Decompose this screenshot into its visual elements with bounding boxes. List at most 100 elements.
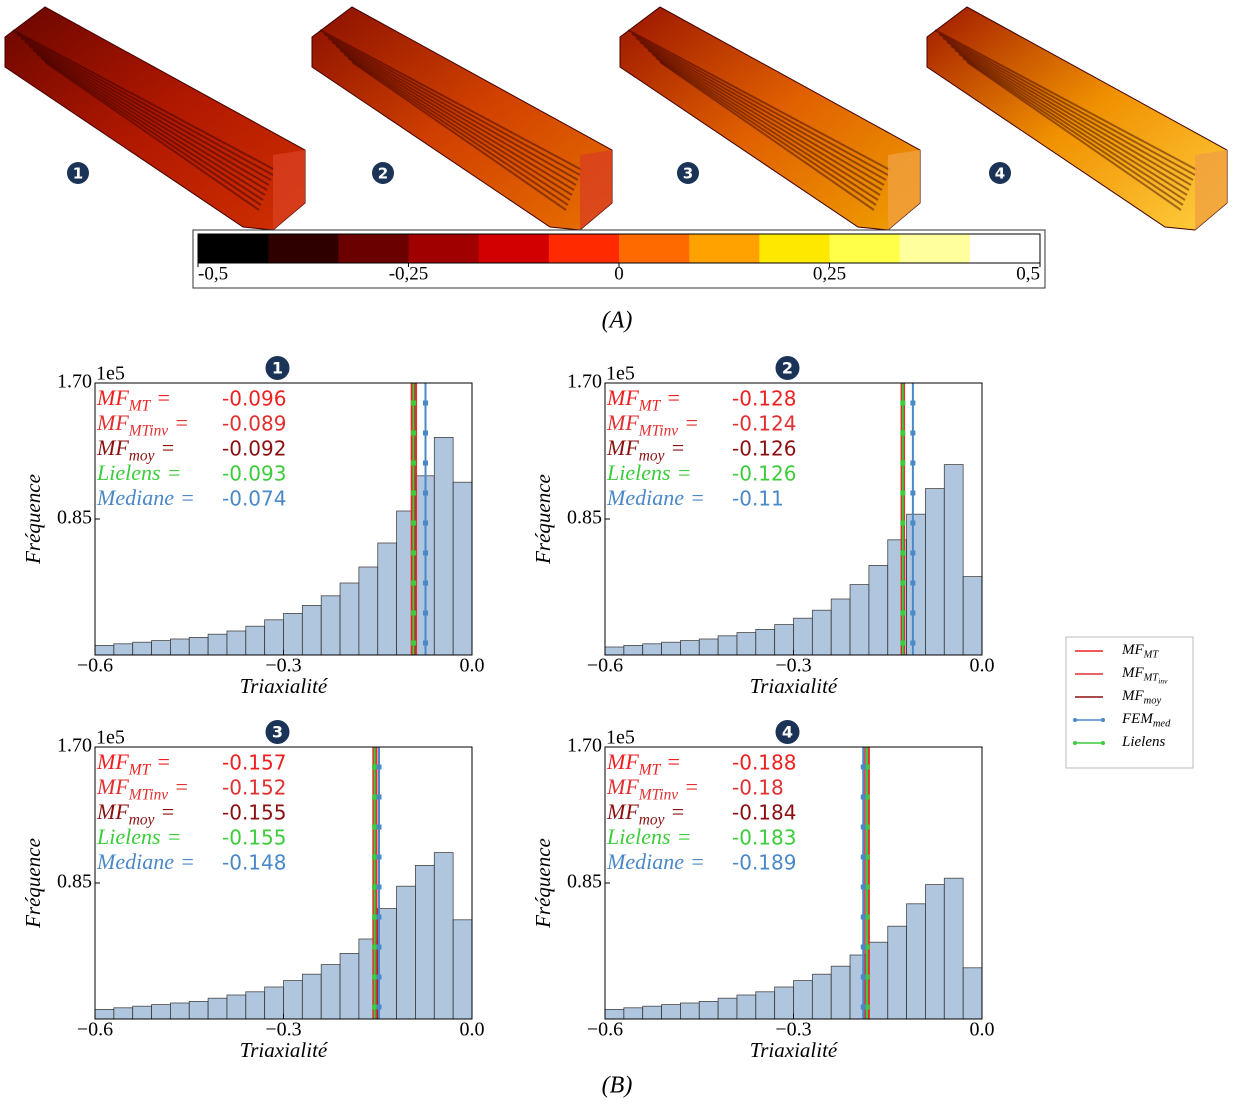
label-name: Lielens [96, 824, 161, 849]
annotation-label: MFMTinv = [96, 410, 189, 439]
reference-marker [376, 974, 382, 980]
badge-label: 4 [782, 723, 793, 742]
label-name: MF [96, 774, 129, 799]
label-name: Lielens [606, 824, 671, 849]
render-end [1195, 150, 1227, 230]
label-sign: = [174, 774, 189, 799]
badge-label: 3 [272, 723, 283, 742]
histogram-bar [320, 595, 341, 655]
annotation-label: Mediane = [606, 485, 705, 510]
label-sub: moy [129, 811, 155, 828]
reference-marker [864, 944, 870, 950]
reference-marker [376, 764, 382, 770]
reference-marker [860, 794, 866, 800]
annotation-value: -0.184 [732, 801, 796, 825]
plot-area [95, 383, 472, 655]
histogram-bar [717, 997, 738, 1019]
label-sub: MT [638, 397, 662, 414]
annotation-value: -0.157 [222, 751, 286, 775]
legend-marker [1101, 741, 1105, 745]
colorbar-swatch [619, 234, 690, 263]
histogram-bar [868, 941, 889, 1019]
reference-marker [372, 884, 378, 890]
histogram-bar [188, 1001, 209, 1019]
label-sign: = [690, 485, 705, 510]
reference-marker [411, 580, 417, 586]
render-end [273, 150, 305, 230]
histogram-bar [301, 605, 322, 655]
histogram-bar [452, 481, 472, 655]
render-stripe [28, 45, 268, 191]
colorbar-tick-label: 0 [614, 263, 624, 284]
annotation-value: -0.074 [222, 487, 286, 511]
plot-area [605, 383, 982, 655]
reference-marker [910, 550, 916, 556]
annotation-label: MFMTinv = [606, 410, 699, 439]
badge [775, 356, 800, 380]
histogram-bar [906, 513, 926, 655]
label-sub: MTinv [128, 786, 169, 803]
render-stripe [631, 33, 889, 176]
histogram-bar [151, 1004, 171, 1019]
label-name: Mediane [606, 849, 684, 874]
render-stripe [954, 49, 1188, 196]
annotation-value: -0.18 [732, 776, 784, 800]
reference-marker [423, 640, 429, 646]
histogram-bar [774, 624, 794, 655]
histogram-bar [623, 1007, 644, 1019]
reference-marker [900, 580, 906, 586]
x-tick-label: 0.0 [460, 655, 485, 677]
render-stripe [966, 61, 1182, 211]
y-tick-label: 1.70 [567, 735, 602, 757]
reference-marker [376, 794, 382, 800]
histogram-bar [452, 919, 472, 1019]
reference-marker [376, 854, 382, 860]
histogram-bar [717, 635, 738, 655]
reference-marker [411, 640, 417, 646]
render-stripe [327, 37, 579, 181]
label-sub: MTinv [638, 786, 679, 803]
histogram-bar [680, 640, 700, 655]
reference-marker [860, 824, 866, 830]
colorbar-swatch [548, 234, 620, 263]
colorbar-tick-label: 0,5 [1016, 263, 1040, 284]
annotation-value: -0.189 [732, 851, 796, 875]
x-tick-label: −0.6 [77, 1019, 113, 1041]
reference-marker [411, 550, 417, 556]
histogram-bar [113, 1007, 134, 1019]
offset-text: 1e5 [606, 363, 635, 385]
label-name: MF [606, 385, 639, 410]
reference-marker [411, 520, 417, 526]
reference-marker [860, 974, 866, 980]
reference-marker [376, 884, 382, 890]
colorbar-swatch [408, 234, 480, 263]
histogram-bar [339, 582, 360, 655]
y-tick-label: 0.85 [57, 871, 92, 893]
reference-marker [864, 824, 870, 830]
label-sign: = [670, 435, 685, 460]
x-tick-label: −0.3 [265, 1019, 301, 1041]
histogram-bar [736, 994, 757, 1019]
badge [775, 720, 800, 744]
reference-marker [900, 490, 906, 496]
render-stripe [32, 49, 266, 196]
reference-marker [900, 460, 906, 466]
reference-marker [423, 550, 429, 556]
reference-marker [864, 854, 870, 860]
annotation-label: MFMTinv = [606, 774, 699, 803]
reference-marker [372, 944, 378, 950]
reference-marker [900, 400, 906, 406]
legend-label: MFmoy [1121, 688, 1162, 706]
reference-marker [376, 914, 382, 920]
render-stripe [627, 29, 891, 171]
annotation-value: -0.155 [222, 801, 286, 825]
label-sign: = [677, 460, 692, 485]
render-stripe [331, 41, 577, 186]
histogram-bar [169, 1002, 190, 1019]
histogram-bar [925, 488, 945, 655]
colorbar-tick-label: -0,25 [389, 263, 429, 284]
badge [67, 162, 89, 184]
histogram-bar [132, 1005, 152, 1019]
label-name: MF [96, 410, 129, 435]
y-tick-label: 0.85 [567, 871, 602, 893]
